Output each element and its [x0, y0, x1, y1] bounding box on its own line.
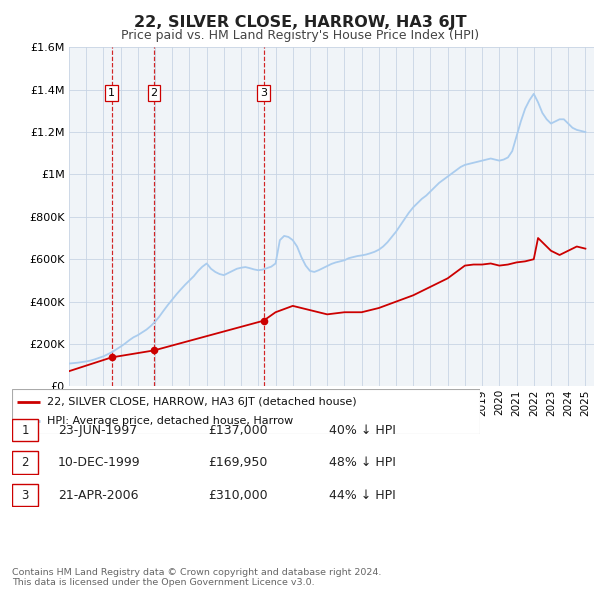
Text: 2: 2: [21, 456, 29, 469]
Text: 21-APR-2006: 21-APR-2006: [58, 489, 139, 502]
Text: 22, SILVER CLOSE, HARROW, HA3 6JT (detached house): 22, SILVER CLOSE, HARROW, HA3 6JT (detac…: [47, 397, 357, 407]
Text: 2: 2: [151, 88, 158, 98]
Text: Contains HM Land Registry data © Crown copyright and database right 2024.
This d: Contains HM Land Registry data © Crown c…: [12, 568, 382, 587]
Text: 22, SILVER CLOSE, HARROW, HA3 6JT: 22, SILVER CLOSE, HARROW, HA3 6JT: [134, 15, 466, 30]
Text: HPI: Average price, detached house, Harrow: HPI: Average price, detached house, Harr…: [47, 417, 293, 426]
Text: 44% ↓ HPI: 44% ↓ HPI: [329, 489, 395, 502]
Text: 1: 1: [21, 424, 29, 437]
Text: 1: 1: [108, 88, 115, 98]
Text: Price paid vs. HM Land Registry's House Price Index (HPI): Price paid vs. HM Land Registry's House …: [121, 30, 479, 42]
Text: 3: 3: [260, 88, 267, 98]
Text: 23-JUN-1997: 23-JUN-1997: [58, 424, 137, 437]
Bar: [12, 451, 38, 474]
Bar: [12, 484, 38, 506]
Text: £310,000: £310,000: [208, 489, 268, 502]
Bar: [12, 419, 38, 441]
Text: 40% ↓ HPI: 40% ↓ HPI: [329, 424, 395, 437]
Text: £169,950: £169,950: [208, 456, 267, 469]
Text: 3: 3: [21, 489, 29, 502]
Text: 48% ↓ HPI: 48% ↓ HPI: [329, 456, 395, 469]
Text: 10-DEC-1999: 10-DEC-1999: [58, 456, 141, 469]
Text: £137,000: £137,000: [208, 424, 268, 437]
